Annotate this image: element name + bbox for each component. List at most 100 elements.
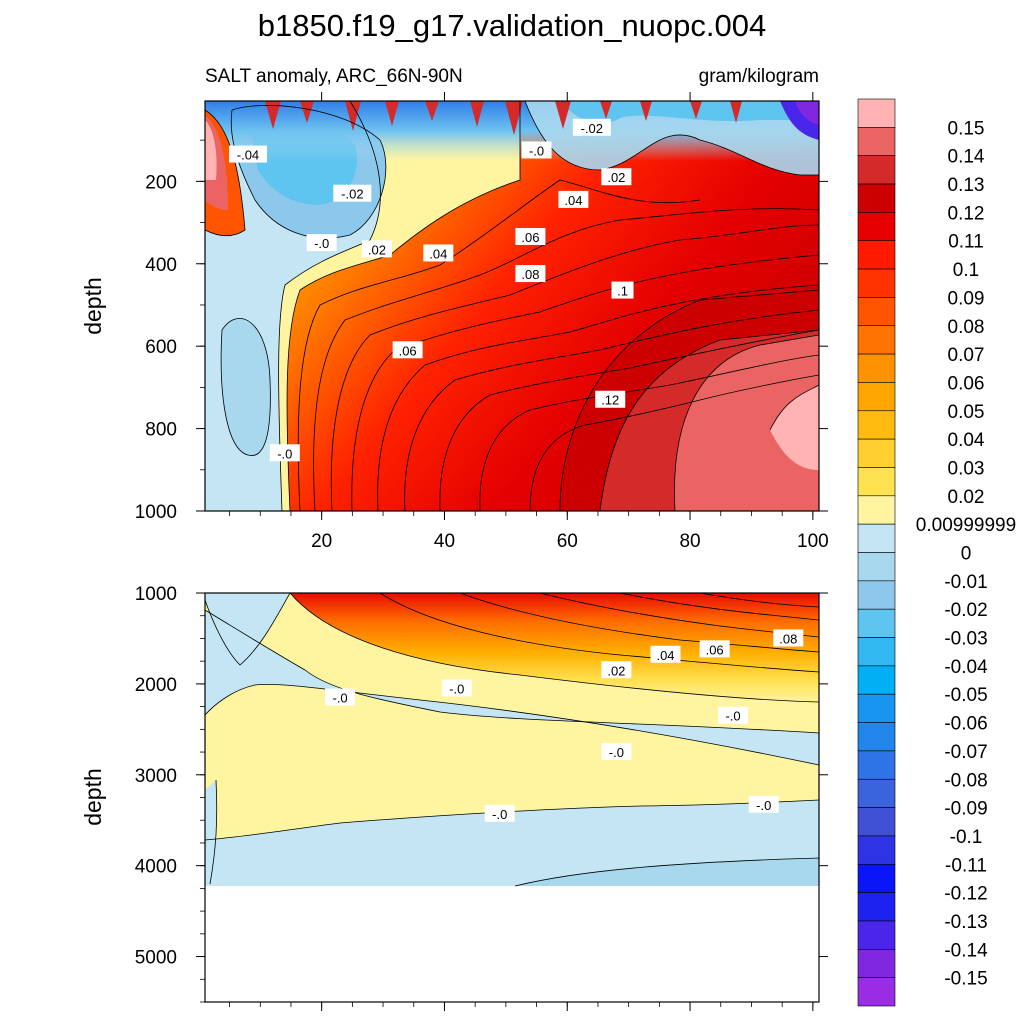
lower-contour-label: .02	[601, 661, 632, 679]
svg-text:-.0: -.0	[529, 143, 544, 158]
lower-contour-label: -.0	[601, 743, 632, 761]
colorbar-box	[857, 155, 896, 185]
svg-text:-.0: -.0	[725, 709, 740, 724]
colorbar-box	[857, 949, 896, 978]
upper-axis-ticks: 20 40 60 80 100 200 400 600 800 1000	[135, 92, 829, 552]
colorbar-box	[857, 353, 896, 383]
colorbar-box	[857, 835, 896, 865]
upper-subtitle-right: gram/kilogram	[699, 66, 819, 87]
lower-y-tick-label: 3000	[135, 766, 177, 787]
svg-text:.02: .02	[607, 170, 625, 185]
colorbar-box	[857, 807, 896, 837]
colorbar-label: 0.12	[948, 203, 985, 224]
colorbar-label: 0.07	[948, 345, 985, 366]
colorbar-box	[857, 98, 896, 128]
upper-x-tick-label: 40	[434, 531, 455, 552]
colorbar-label: 0.03	[948, 458, 985, 479]
colorbar-label: -0.01	[944, 572, 987, 593]
svg-text:-.0: -.0	[314, 236, 329, 251]
colorbar-label: -0.09	[944, 799, 987, 820]
svg-text:.08: .08	[779, 631, 797, 646]
lower-contour-labels: -.0 -.0 .02 .04 .06 .08 -.0 -.0 -.0 -.0	[325, 629, 804, 822]
upper-subtitle-left: SALT anomaly, ARC_66N-90N	[205, 66, 463, 87]
colorbar-label: -0.13	[944, 912, 987, 933]
colorbar-label: -0.14	[944, 940, 988, 961]
colorbar-box	[857, 778, 896, 808]
lower-contour-label: .08	[773, 629, 804, 647]
colorbar-label: 0.02	[948, 487, 985, 508]
svg-text:.04: .04	[656, 648, 674, 663]
colorbar-label: 0.08	[948, 317, 985, 338]
colorbar-box	[857, 750, 896, 780]
lower-y-tick-label: 2000	[135, 675, 177, 696]
lower-panel-field	[205, 593, 819, 887]
colorbar-box	[857, 438, 896, 468]
upper-contour-label: -.04	[228, 145, 267, 163]
colorbar-label: -0.1	[950, 827, 983, 848]
colorbar-label: -0.04	[944, 657, 988, 678]
lower-contour-label: -.0	[718, 706, 749, 724]
colorbar-label: -0.02	[944, 600, 987, 621]
chart-title: b1850.f19_g17.validation_nuopc.004	[258, 8, 767, 43]
upper-contour-label: .06	[515, 227, 546, 245]
colorbar-label: 0.14	[948, 147, 985, 168]
svg-text:.02: .02	[368, 242, 386, 257]
svg-text:-.0: -.0	[756, 798, 771, 813]
colorbar-box	[857, 608, 896, 638]
colorbar-label: -0.07	[944, 742, 987, 763]
colorbar-label: 0.06	[948, 373, 985, 394]
colorbar-box	[857, 212, 896, 242]
upper-contour-label: .06	[392, 341, 423, 359]
colorbar-label: 0	[961, 544, 972, 565]
svg-text:.06: .06	[706, 642, 724, 657]
lower-contour-label: -.0	[484, 804, 515, 822]
upper-contour-label: .04	[558, 190, 589, 208]
lower-y-tick-label: 1000	[135, 584, 177, 605]
colorbar-label: -0.06	[944, 714, 987, 735]
colorbar-box	[857, 863, 896, 893]
colorbar-label: -0.05	[944, 685, 987, 706]
svg-text:.08: .08	[521, 267, 539, 282]
colorbar-label: -0.03	[944, 629, 987, 650]
colorbar-label: 0.00999999	[916, 515, 1016, 536]
colorbar-label: 0.15	[948, 118, 985, 139]
colorbar-label: -0.11	[945, 855, 987, 876]
colorbar-label: 0.04	[948, 430, 985, 451]
lower-y-axis-label: depth	[80, 768, 106, 826]
lower-y-tick-label: 4000	[135, 857, 177, 878]
colorbar-label: 0.1	[953, 260, 979, 281]
lower-contour-label: -.0	[441, 679, 472, 697]
colorbar-box	[857, 693, 896, 723]
svg-text:-.0: -.0	[609, 745, 624, 760]
colorbar-box	[857, 183, 896, 213]
colorbar: 0.15 0.14 0.13 0.12 0.11 0.1 0.09 0.08 0.07 0.06 0…	[857, 98, 1016, 1007]
upper-panel-field	[205, 101, 819, 511]
colorbar-box	[857, 325, 896, 355]
lower-contour-lines	[205, 593, 819, 887]
upper-contour-label: -.02	[572, 118, 611, 136]
upper-x-tick-label: 20	[311, 531, 332, 552]
upper-contour-labels: -.04 -.02 -.0 -.0 .02 .04 .06 .06 .08 .1 .12 .04 -.0…	[228, 118, 634, 462]
upper-contour-label: -.0	[521, 141, 552, 159]
colorbar-box	[857, 977, 896, 1007]
colorbar-label: 0.05	[948, 402, 985, 423]
colorbar-box	[857, 892, 896, 922]
upper-y-tick-label: 400	[145, 255, 177, 276]
upper-contour-label: .08	[515, 265, 546, 283]
upper-contour-label: -.0	[306, 234, 337, 252]
upper-contour-label: .12	[595, 390, 626, 408]
colorbar-label: 0.13	[948, 175, 985, 196]
upper-y-axis-label: depth	[80, 277, 106, 335]
colorbar-label: 0.09	[948, 288, 985, 309]
colorbar-box	[857, 495, 896, 525]
lower-contour-label: .06	[699, 640, 730, 658]
upper-y-tick-label: 200	[145, 172, 177, 193]
lower-axis-ticks: 1000 2000 3000 4000 5000	[135, 584, 828, 1011]
upper-y-tick-label: 1000	[135, 502, 177, 523]
upper-plot-frame	[204, 100, 820, 512]
colorbar-box	[857, 410, 896, 440]
colorbar-box	[857, 580, 896, 610]
upper-contour-label: .02	[361, 240, 392, 258]
lower-contour-label: .04	[650, 645, 681, 663]
